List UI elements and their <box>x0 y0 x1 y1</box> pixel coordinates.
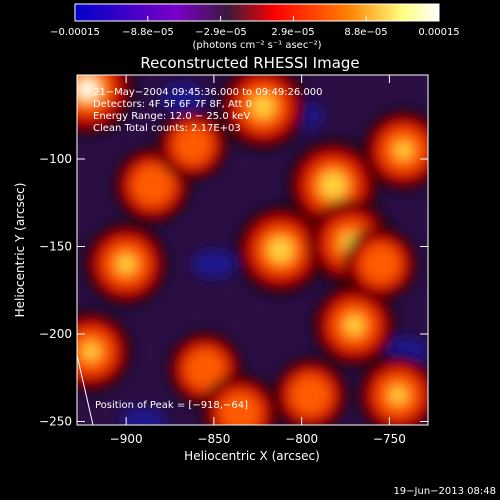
colorbar-ticks <box>74 16 440 21</box>
annotation-detectors: Detectors: 4F 5F 6F 7F 8F, Att 0 <box>93 99 252 110</box>
colorbar-tick-2: −2.9e−05 <box>195 27 247 38</box>
y-tick-label-1: −150 <box>39 240 72 254</box>
y-tick-label-2: −200 <box>39 327 72 341</box>
annotation-time-range: 21−May−2004 09:45:36.000 to 09:49:26.000 <box>93 87 323 98</box>
chart-title: Reconstructed RHESSI Image <box>140 54 359 72</box>
hotspot-core <box>319 171 347 199</box>
cold-spot <box>191 250 236 278</box>
hotspot-core <box>344 315 365 336</box>
y-tick-label-3: −250 <box>39 415 72 429</box>
hotspot-core <box>251 94 275 119</box>
hotspot-core <box>267 237 294 263</box>
colorbar-tick-3: 2.9e−05 <box>271 27 314 38</box>
colorbar-tick-4: 8.8e−05 <box>344 27 387 38</box>
hotspot-mid <box>219 391 261 425</box>
hotspot-mid <box>131 164 174 207</box>
annotation-clean-counts: Clean Total counts: 2.17E+03 <box>93 123 241 134</box>
hotspot-core <box>389 386 408 405</box>
x-tick-label-0: −900 <box>110 432 143 446</box>
solar-limb-line <box>76 354 94 426</box>
hotspot-peak <box>78 80 97 98</box>
cold-spot <box>160 83 205 112</box>
colorbar-tick-5: 0.00015 <box>418 27 459 38</box>
colorbar-tick-1: −8.8e−05 <box>122 27 174 38</box>
footer-timestamp: 19−Jun−2013 08:48 <box>393 486 496 497</box>
hotspot-mid <box>290 375 331 416</box>
axis-ticks <box>77 75 428 425</box>
y-axis-label: Heliocentric Y (arcsec) <box>13 183 27 318</box>
annotation-energy-range: Energy Range: 12.0 − 25.0 keV <box>93 111 250 122</box>
x-tick-label-2: −800 <box>285 432 318 446</box>
plot-frame <box>76 74 429 426</box>
heatmap-image <box>77 75 428 425</box>
colorbar-unit-label: (photons cm⁻² s⁻¹ asec⁻²) <box>192 40 321 51</box>
hotspot-mid <box>173 125 212 165</box>
x-axis-label: Heliocentric X (arcsec) <box>184 449 320 463</box>
hotspot-core <box>116 254 137 274</box>
hotspot-core <box>394 141 413 160</box>
x-tick-label-1: −850 <box>197 432 230 446</box>
y-tick-label-0: −100 <box>39 152 72 166</box>
colorbar-tick-0: −0.00015 <box>50 27 100 38</box>
hotspot-mid <box>360 244 401 284</box>
colorbar <box>74 3 440 22</box>
hotspot-core <box>82 342 101 361</box>
annotation-peak-position: Position of Peak = [−918,−64] <box>95 400 248 411</box>
x-tick-label-3: −750 <box>373 432 406 446</box>
hotspot-mid <box>184 348 226 390</box>
cold-spot <box>121 407 166 425</box>
